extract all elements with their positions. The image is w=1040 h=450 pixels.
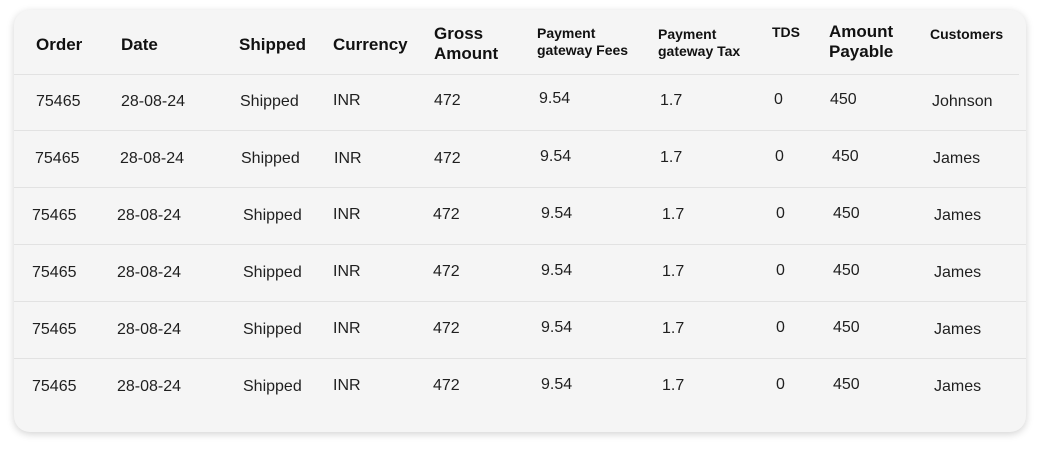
cell-order: 75465 — [35, 150, 80, 167]
cell-order: 75465 — [32, 321, 77, 338]
cell-tds: 0 — [776, 205, 785, 222]
column-header-date[interactable]: Date — [121, 35, 158, 54]
cell-customer: James — [934, 321, 982, 338]
cell-payment-gateway-tax: 1.7 — [662, 206, 685, 223]
cell-payment-gateway-fees: 9.54 — [539, 90, 571, 107]
table-header: Order Date Shipped Currency Gross Amount… — [14, 10, 1026, 74]
table-row[interactable]: 75465 28-08-24 Shipped INR 472 9.54 1.7 … — [14, 75, 1026, 131]
cell-shipped: Shipped — [243, 321, 302, 338]
cell-date: 28-08-24 — [120, 150, 185, 167]
cell-amount-payable: 450 — [833, 319, 860, 336]
row-divider — [14, 301, 1026, 302]
cell-tds: 0 — [774, 91, 783, 108]
cell-currency: INR — [333, 263, 361, 280]
column-header-order[interactable]: Order — [36, 35, 83, 54]
table-row[interactable]: 75465 28-08-24 Shipped INR 472 9.54 1.7 … — [14, 189, 1026, 245]
cell-tds: 0 — [776, 319, 785, 336]
row-divider — [14, 187, 1026, 188]
cell-customer: James — [934, 378, 982, 395]
cell-date: 28-08-24 — [117, 207, 182, 224]
cell-shipped: Shipped — [243, 378, 302, 395]
cell-currency: INR — [333, 206, 361, 223]
cell-customer: Johnson — [932, 93, 993, 110]
column-header-tds[interactable]: TDS — [772, 24, 800, 40]
cell-gross-amount: 472 — [434, 150, 461, 167]
cell-payment-gateway-tax: 1.7 — [660, 149, 683, 166]
cell-tds: 0 — [776, 376, 785, 393]
cell-currency: INR — [334, 150, 362, 167]
cell-customer: James — [933, 150, 981, 167]
cell-tds: 0 — [775, 148, 784, 165]
header-divider — [14, 74, 1019, 75]
cell-order: 75465 — [32, 378, 77, 395]
table-row[interactable]: 75465 28-08-24 Shipped INR 472 9.54 1.7 … — [14, 132, 1026, 188]
cell-date: 28-08-24 — [121, 93, 186, 110]
cell-amount-payable: 450 — [833, 205, 860, 222]
column-header-shipped[interactable]: Shipped — [239, 35, 307, 54]
cell-shipped: Shipped — [240, 93, 299, 110]
cell-tds: 0 — [776, 262, 785, 279]
column-header-customers[interactable]: Customers — [930, 26, 1004, 42]
cell-payment-gateway-tax: 1.7 — [662, 263, 685, 280]
cell-gross-amount: 472 — [434, 92, 461, 109]
cell-payment-gateway-tax: 1.7 — [662, 320, 685, 337]
cell-shipped: Shipped — [241, 150, 300, 167]
cell-amount-payable: 450 — [833, 376, 860, 393]
cell-gross-amount: 472 — [433, 377, 460, 394]
cell-currency: INR — [333, 320, 361, 337]
cell-amount-payable: 450 — [832, 148, 859, 165]
cell-payment-gateway-tax: 1.7 — [660, 92, 683, 109]
orders-table-card: Order Date Shipped Currency Gross Amount… — [14, 10, 1026, 432]
row-divider — [14, 358, 1026, 359]
cell-payment-gateway-fees: 9.54 — [540, 148, 572, 165]
cell-order: 75465 — [36, 93, 81, 110]
table-row[interactable]: 75465 28-08-24 Shipped INR 472 9.54 1.7 … — [14, 303, 1026, 359]
cell-gross-amount: 472 — [433, 206, 460, 223]
column-header-payment-gateway-fees[interactable]: Payment gateway Fees — [537, 25, 629, 58]
cell-order: 75465 — [32, 207, 77, 224]
cell-payment-gateway-fees: 9.54 — [541, 376, 573, 393]
column-header-gross-amount[interactable]: Gross Amount — [434, 24, 499, 64]
cell-customer: James — [934, 207, 982, 224]
cell-gross-amount: 472 — [433, 263, 460, 280]
cell-gross-amount: 472 — [433, 320, 460, 337]
column-header-currency[interactable]: Currency — [333, 35, 408, 54]
cell-currency: INR — [333, 377, 361, 394]
cell-amount-payable: 450 — [830, 91, 857, 108]
cell-shipped: Shipped — [243, 207, 302, 224]
cell-customer: James — [934, 264, 982, 281]
cell-date: 28-08-24 — [117, 378, 182, 395]
cell-shipped: Shipped — [243, 264, 302, 281]
row-divider — [14, 130, 1026, 131]
row-divider — [14, 244, 1026, 245]
table-row[interactable]: 75465 28-08-24 Shipped INR 472 9.54 1.7 … — [14, 246, 1026, 302]
column-header-amount-payable[interactable]: Amount Payable — [829, 22, 894, 62]
cell-date: 28-08-24 — [117, 321, 182, 338]
cell-payment-gateway-fees: 9.54 — [541, 319, 573, 336]
cell-date: 28-08-24 — [117, 264, 182, 281]
column-header-payment-gateway-tax[interactable]: Payment gateway Tax — [658, 26, 741, 59]
table-row[interactable]: 75465 28-08-24 Shipped INR 472 9.54 1.7 … — [14, 360, 1026, 416]
cell-payment-gateway-fees: 9.54 — [541, 205, 573, 222]
cell-payment-gateway-tax: 1.7 — [662, 377, 685, 394]
cell-order: 75465 — [32, 264, 77, 281]
cell-currency: INR — [333, 92, 361, 109]
cell-amount-payable: 450 — [833, 262, 860, 279]
cell-payment-gateway-fees: 9.54 — [541, 262, 573, 279]
